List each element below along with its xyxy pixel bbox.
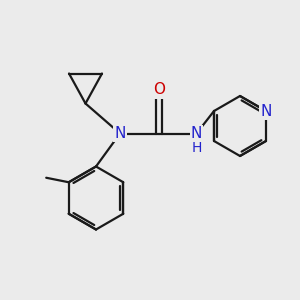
Text: N: N [191,126,202,141]
Text: O: O [153,82,165,98]
Text: N: N [114,126,126,141]
Text: H: H [191,142,202,155]
Text: N: N [260,103,272,118]
